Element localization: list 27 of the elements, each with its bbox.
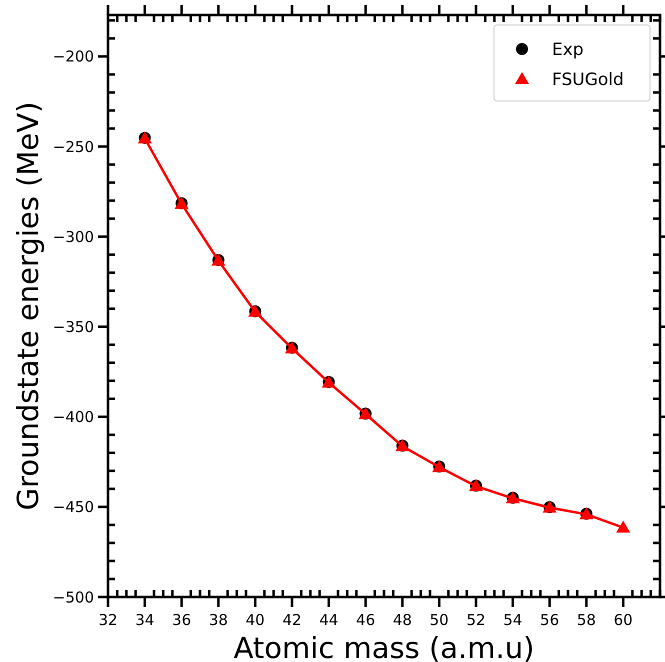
- x-tick-label: 32: [98, 611, 118, 629]
- x-tick-label: 36: [172, 611, 192, 629]
- legend-label: Exp: [552, 40, 584, 60]
- x-tick-label: 40: [246, 611, 265, 629]
- x-tick-label: 56: [540, 611, 560, 629]
- x-tick-label: 46: [356, 611, 376, 629]
- x-tick-label: 58: [576, 611, 596, 629]
- y-axis-title: Groundstate energies (MeV): [11, 102, 45, 510]
- x-axis-title: Atomic mass (a.m.u): [234, 631, 534, 662]
- x-tick-label: 60: [614, 611, 633, 629]
- y-tick-label: −300: [52, 228, 94, 246]
- y-tick-label: −350: [52, 318, 94, 336]
- x-tick-label: 48: [392, 611, 412, 629]
- y-tick-label: −500: [52, 588, 94, 606]
- legend-label: FSUGold: [552, 70, 624, 90]
- x-tick-label: 50: [430, 611, 449, 629]
- y-tick-label: −450: [52, 498, 94, 516]
- y-tick-label: −400: [52, 408, 94, 426]
- x-tick-label: 42: [282, 611, 302, 629]
- x-tick-label: 44: [319, 611, 338, 629]
- y-tick-label: −250: [52, 138, 94, 156]
- x-tick-label: 38: [208, 611, 228, 629]
- x-tick-label: 34: [135, 611, 154, 629]
- x-tick-label: 52: [466, 611, 486, 629]
- point: [616, 520, 630, 533]
- y-tick-label: −200: [52, 48, 94, 66]
- x-tick-label: 54: [503, 611, 522, 629]
